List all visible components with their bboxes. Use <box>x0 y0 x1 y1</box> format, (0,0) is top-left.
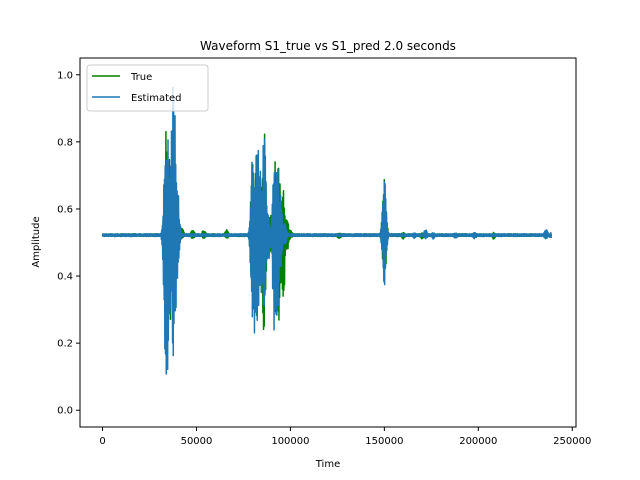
x-tick-label: 50000 <box>181 436 213 447</box>
x-tick-label: 200000 <box>459 436 497 447</box>
x-tick-label: 250000 <box>553 436 591 447</box>
legend-label-estimated: Estimated <box>131 93 182 104</box>
x-tick-label: 150000 <box>365 436 403 447</box>
y-tick-label: 0.6 <box>57 204 73 215</box>
y-tick-label: 1.0 <box>57 70 73 81</box>
y-tick-label: 0.0 <box>57 406 73 417</box>
y-axis: 0.0 0.2 0.4 0.6 0.8 1.0 <box>57 70 80 417</box>
chart-title: Waveform S1_true vs S1_pred 2.0 seconds <box>200 39 456 53</box>
y-tick-label: 0.2 <box>57 339 73 350</box>
legend-label-true: True <box>130 72 152 83</box>
y-tick-label: 0.4 <box>57 272 73 283</box>
series-line-estimated <box>101 86 552 375</box>
y-axis-label: Amplitude <box>31 216 42 267</box>
legend: True Estimated <box>86 64 209 112</box>
x-axis-label: Time <box>315 459 340 470</box>
x-tick-label: 100000 <box>271 436 309 447</box>
y-tick-label: 0.8 <box>57 137 73 148</box>
x-axis: 0 50000 100000 150000 200000 250000 <box>99 427 591 447</box>
plot-frame <box>79 57 577 428</box>
series-layer <box>101 86 552 375</box>
x-tick-label: 0 <box>99 436 105 447</box>
